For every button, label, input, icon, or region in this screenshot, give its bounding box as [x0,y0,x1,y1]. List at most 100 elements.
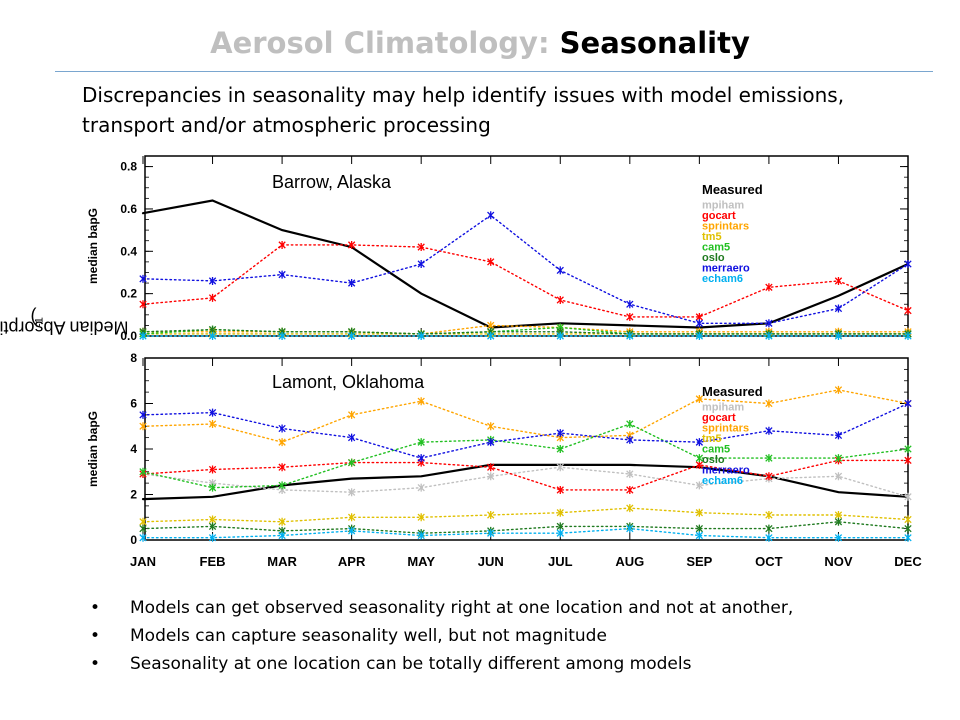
series-line-sprintars [142,389,909,443]
data-point-tm5 [834,510,843,519]
data-point-oslo [556,522,564,531]
data-point-cam5 [208,483,217,492]
data-point-echam6 [208,533,217,542]
slide-title: Aerosol Climatology: Seasonality [0,26,960,60]
slide-title-prefix: Aerosol Climatology: [210,26,550,60]
data-point-cam5 [139,467,147,476]
data-point-tm5 [278,517,286,526]
x-tick-label: APR [338,554,366,569]
data-point-cam5 [278,481,286,490]
data-point-gocart [417,243,425,252]
legend-entry-Measured: Measured [702,384,763,399]
intro-text: Discrepancies in seasonality may help id… [82,83,845,137]
x-tick-label: AUG [615,554,644,569]
y-tick-label: 0 [130,533,137,547]
legend-entry-echam6: echam6 [702,273,743,285]
data-point-gocart [139,300,147,309]
slide-title-main: Seasonality [559,26,750,60]
data-point-sprintars [487,422,495,431]
data-point-merraero [487,211,495,220]
data-point-merraero [556,266,564,275]
data-point-merraero [695,319,704,328]
data-point-tm5 [904,515,912,524]
data-point-merraero [834,431,843,440]
data-point-echam6 [278,332,286,340]
bullet-text: Seasonality at one location can be total… [130,654,692,674]
data-point-tm5 [347,513,356,522]
data-point-gocart [765,283,773,292]
data-point-sprintars [695,394,704,403]
data-point-echam6 [695,332,704,340]
bullet-marker: • [90,598,101,618]
bullet-marker: • [90,626,101,646]
data-point-echam6 [347,526,356,535]
data-point-gocart [556,296,564,304]
panel-title: Barrow, Alaska [272,172,392,192]
data-point-oslo [904,524,912,533]
bullet-marker: • [90,654,101,674]
data-point-tm5 [139,517,147,526]
legend-entry-sprintars: sprintars [702,423,749,435]
plot-frame [144,155,909,337]
data-point-mpiham [347,488,356,497]
series-line-merraero [142,402,909,459]
data-point-tm5 [208,515,217,524]
x-tick-label: JAN [130,554,156,569]
series-line-tm5 [142,507,909,523]
data-point-sprintars [278,438,286,447]
legend-entry-cam5: cam5 [702,444,730,456]
data-point-tm5 [695,508,704,517]
data-point-tm5 [626,504,634,513]
data-point-gocart [904,306,912,315]
series-line-echam6 [142,527,909,539]
data-point-oslo [139,524,147,533]
bullet-item: • Seasonality at one location can be tota… [90,654,940,682]
bullet-item: • Models can capture seasonality well, bu… [90,626,940,654]
data-point-gocart [208,465,217,474]
legend-entry-oslo: oslo [702,252,725,264]
data-point-merraero [139,410,147,419]
data-point-mpiham [487,472,495,481]
data-point-echam6 [626,332,634,340]
data-point-cam5 [626,419,634,428]
data-point-oslo [208,522,217,531]
series-line-cam5 [142,326,909,335]
y-tick-label: 4 [130,442,137,456]
title-divider [55,71,933,72]
data-point-merraero [139,274,147,283]
bullet-text: Models can get observed seasonality righ… [130,598,794,618]
data-point-gocart [556,485,564,494]
data-point-gocart [765,472,773,481]
data-point-sprintars [765,399,773,408]
data-point-mpiham [556,463,564,472]
data-point-tm5 [556,508,564,517]
data-point-merraero [765,426,773,435]
data-point-gocart [626,485,634,494]
bullet-text: Models can capture seasonality well, but… [130,626,607,646]
data-point-gocart [834,276,843,285]
legend-entry-mpiham: mpiham [702,200,744,212]
legend-entry-tm5: tm5 [702,231,722,243]
legend-entry-sprintars: sprintars [702,221,749,233]
data-point-cam5 [765,454,773,463]
data-point-echam6 [834,332,843,340]
x-tick-label: MAR [267,554,297,569]
series-line-Measured [141,463,910,501]
y-axis-label: median bapG [86,208,100,284]
y-tick-label: 0.0 [120,329,137,343]
data-point-echam6 [208,332,217,340]
data-point-merraero [347,433,356,442]
data-point-merraero [487,438,495,447]
data-point-mpiham [417,483,425,492]
data-point-echam6 [417,531,425,540]
data-point-echam6 [139,332,147,340]
data-point-oslo [695,524,704,533]
x-tick-label: DEC [894,554,922,569]
y-tick-label: 6 [130,397,137,411]
series-line-gocart [142,459,909,491]
x-tick-label: OCT [755,554,783,569]
legend-entry-tm5: tm5 [702,433,722,445]
data-point-cam5 [695,454,704,463]
data-point-merraero [904,399,912,408]
